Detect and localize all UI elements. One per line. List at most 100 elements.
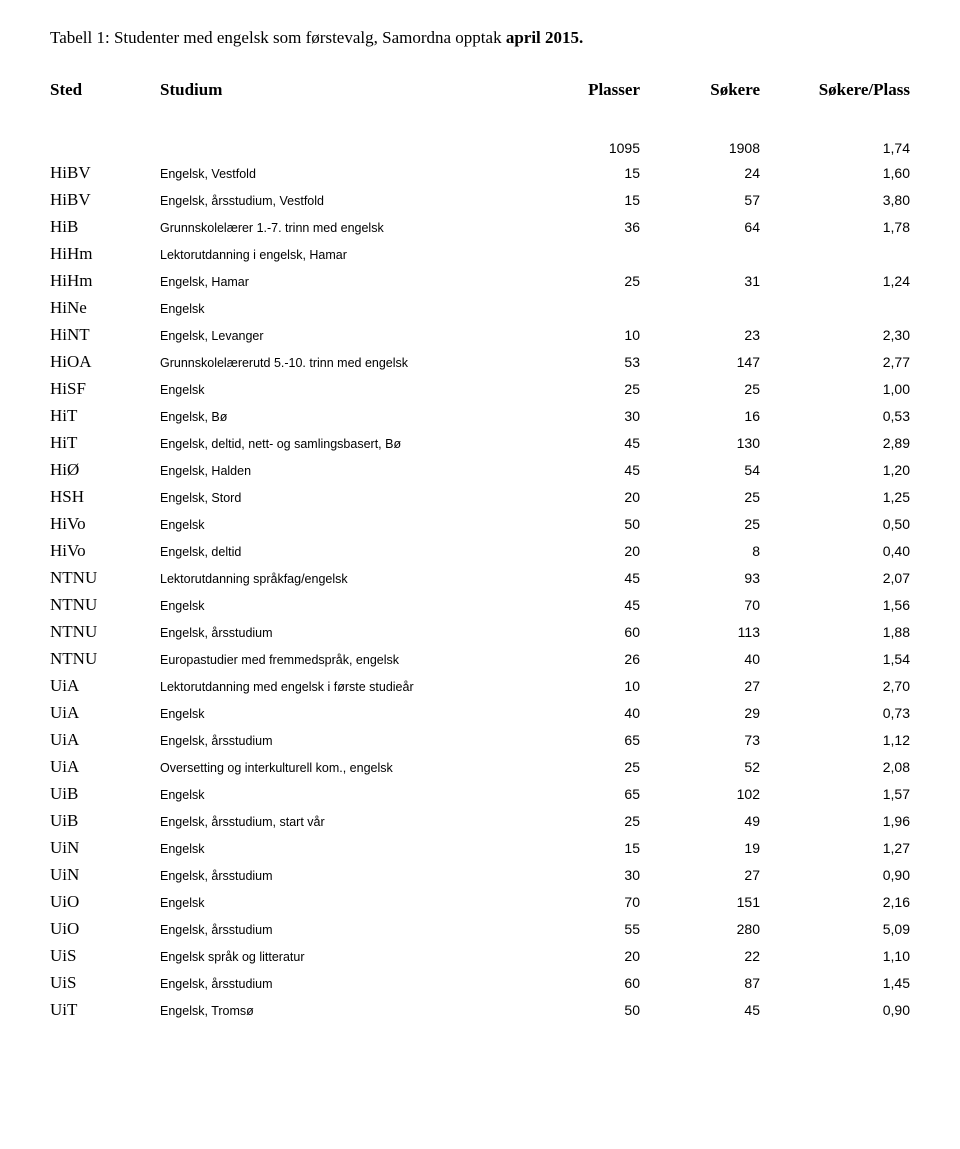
caption-bold: april 2015. [506,28,583,47]
header-sokere: Søkere [640,80,760,100]
cell-ratio: 1,24 [760,273,910,289]
cell-studium: Engelsk, Stord [160,491,520,505]
cell-sted: HiØ [50,460,160,480]
table-row: UiNEngelsk15191,27 [50,838,910,858]
cell-studium: Engelsk, Tromsø [160,1004,520,1018]
cell-studium: Engelsk, Levanger [160,329,520,343]
cell-sted: NTNU [50,622,160,642]
cell-studium: Engelsk, Hamar [160,275,520,289]
cell-sokere: 25 [640,489,760,505]
cell-ratio: 0,90 [760,867,910,883]
cell-plasser: 26 [520,651,640,667]
cell-ratio: 1,78 [760,219,910,235]
cell-sted: HiHm [50,244,160,264]
cell-studium: Lektorutdanning språkfag/engelsk [160,572,520,586]
table-row: HiNeEngelsk [50,298,910,318]
cell-plasser: 55 [520,921,640,937]
cell-ratio: 1,10 [760,948,910,964]
cell-sokere: 27 [640,678,760,694]
cell-plasser: 30 [520,408,640,424]
cell-sokere: 25 [640,381,760,397]
cell-ratio: 2,30 [760,327,910,343]
table-row: UiNEngelsk, årsstudium30270,90 [50,865,910,885]
cell-plasser: 70 [520,894,640,910]
cell-sokere: 49 [640,813,760,829]
cell-plasser: 10 [520,327,640,343]
cell-ratio: 2,89 [760,435,910,451]
cell-plasser: 15 [520,840,640,856]
table-row: UiBEngelsk, årsstudium, start vår25491,9… [50,811,910,831]
cell-studium: Engelsk, årsstudium, Vestfold [160,194,520,208]
cell-ratio: 1,96 [760,813,910,829]
cell-sted: HiOA [50,352,160,372]
table-row: UiAOversetting og interkulturell kom., e… [50,757,910,777]
cell-plasser: 30 [520,867,640,883]
cell-sokere: 130 [640,435,760,451]
cell-plasser: 45 [520,435,640,451]
cell-ratio: 1,00 [760,381,910,397]
cell-plasser: 25 [520,381,640,397]
cell-sted: NTNU [50,595,160,615]
cell-sokere: 40 [640,651,760,667]
cell-sokere: 52 [640,759,760,775]
table-row: HSHEngelsk, Stord20251,25 [50,487,910,507]
cell-sted: UiN [50,865,160,885]
totals-ratio: 1,74 [760,140,910,156]
cell-sted: UiT [50,1000,160,1020]
cell-ratio: 0,53 [760,408,910,424]
table-row: HiBGrunnskolelærer 1.-7. trinn med engel… [50,217,910,237]
cell-ratio: 0,73 [760,705,910,721]
cell-plasser: 45 [520,597,640,613]
cell-ratio: 1,60 [760,165,910,181]
cell-ratio: 1,27 [760,840,910,856]
table-row: UiOEngelsk, årsstudium552805,09 [50,919,910,939]
table-row: HiSFEngelsk25251,00 [50,379,910,399]
cell-sokere: 8 [640,543,760,559]
cell-plasser: 45 [520,570,640,586]
cell-sted: HiVo [50,514,160,534]
table-row: UiSEngelsk, årsstudium60871,45 [50,973,910,993]
cell-studium: Engelsk, årsstudium [160,626,520,640]
cell-ratio: 5,09 [760,921,910,937]
cell-sokere: 24 [640,165,760,181]
table-row: HiTEngelsk, deltid, nett- og samlingsbas… [50,433,910,453]
cell-ratio: 1,20 [760,462,910,478]
cell-studium: Lektorutdanning i engelsk, Hamar [160,248,520,262]
cell-ratio: 0,50 [760,516,910,532]
cell-sted: HiHm [50,271,160,291]
cell-sted: HiNT [50,325,160,345]
cell-plasser: 50 [520,1002,640,1018]
cell-sted: NTNU [50,649,160,669]
cell-ratio: 0,40 [760,543,910,559]
table-row: HiHmLektorutdanning i engelsk, Hamar [50,244,910,264]
cell-sokere: 87 [640,975,760,991]
cell-ratio: 1,25 [760,489,910,505]
cell-plasser: 60 [520,624,640,640]
cell-plasser: 10 [520,678,640,694]
cell-studium: Engelsk, årsstudium, start vår [160,815,520,829]
cell-studium: Engelsk [160,518,520,532]
cell-sted: NTNU [50,568,160,588]
cell-ratio: 1,45 [760,975,910,991]
cell-plasser: 20 [520,948,640,964]
cell-sokere: 280 [640,921,760,937]
cell-ratio: 1,12 [760,732,910,748]
table-row: HiHmEngelsk, Hamar25311,24 [50,271,910,291]
cell-sokere: 54 [640,462,760,478]
cell-studium: Engelsk språk og litteratur [160,950,520,964]
cell-plasser: 60 [520,975,640,991]
cell-sokere: 64 [640,219,760,235]
cell-sokere: 93 [640,570,760,586]
table-row: HiTEngelsk, Bø30160,53 [50,406,910,426]
cell-plasser: 40 [520,705,640,721]
cell-sted: UiS [50,946,160,966]
table-row: UiALektorutdanning med engelsk i første … [50,676,910,696]
table-row: UiAEngelsk40290,73 [50,703,910,723]
cell-studium: Engelsk, deltid [160,545,520,559]
cell-ratio: 2,77 [760,354,910,370]
cell-studium: Grunnskolelærerutd 5.-10. trinn med enge… [160,356,520,370]
cell-sokere: 16 [640,408,760,424]
header-sted: Sted [50,80,160,100]
cell-plasser: 25 [520,759,640,775]
cell-sted: HiBV [50,190,160,210]
